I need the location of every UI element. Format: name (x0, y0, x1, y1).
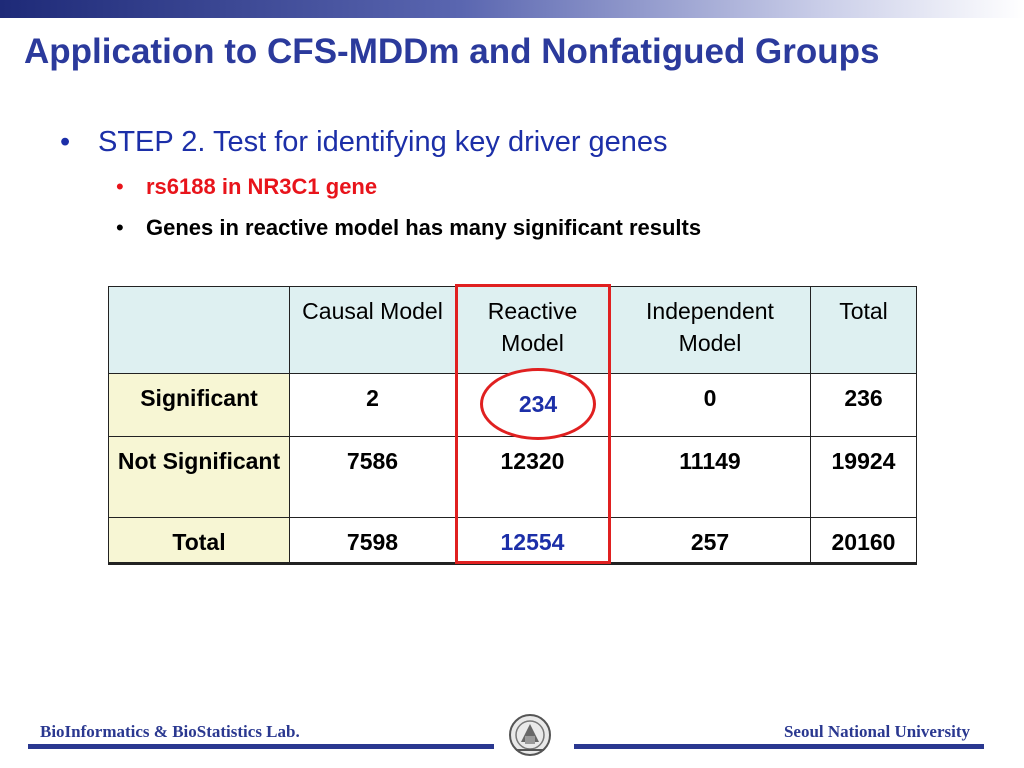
table-row: Total 7598 12554 257 20160 (108, 517, 917, 565)
footer-divider-right (574, 744, 984, 749)
university-emblem-icon (509, 714, 551, 756)
row-label-significant: Significant (108, 373, 290, 437)
table-row: Not Significant 7586 12320 11149 19924 (108, 436, 917, 518)
significant-reactive-circle: 234 (480, 368, 596, 440)
cell-notsig-causal: 7586 (289, 436, 456, 518)
header-reactive-model: Reactive Model (455, 286, 610, 374)
cell-total-reactive: 12554 (455, 517, 610, 565)
bullet-step2: STEP 2. Test for identifying key driver … (60, 126, 701, 166)
cell-significant-causal: 2 (289, 373, 456, 437)
cell-notsig-total: 19924 (810, 436, 917, 518)
cell-total-total: 20160 (810, 517, 917, 565)
table-header-row: Causal Model Reactive Model Independent … (108, 286, 917, 374)
header-independent-model: Independent Model (609, 286, 811, 374)
footer-lab-name: BioInformatics & BioStatistics Lab. (40, 722, 300, 741)
bullet-list: STEP 2. Test for identifying key driver … (60, 126, 701, 256)
cell-notsig-independent: 11149 (609, 436, 811, 518)
bullet-reactive-model: Genes in reactive model has many signifi… (60, 215, 701, 256)
slide-title: Application to CFS-MDDm and Nonfatigued … (24, 32, 880, 71)
header-total: Total (810, 286, 917, 374)
footer-university-name: Seoul National University (783, 722, 970, 741)
cell-significant-total: 236 (810, 373, 917, 437)
cell-total-causal: 7598 (289, 517, 456, 565)
row-label-not-significant: Not Significant (108, 436, 290, 518)
top-gradient-bar (0, 0, 1024, 18)
footer-divider-left (28, 744, 494, 749)
row-label-total: Total (108, 517, 290, 565)
header-empty (108, 286, 290, 374)
cell-total-independent: 257 (609, 517, 811, 565)
bullet-rs6188: rs6188 in NR3C1 gene (60, 174, 701, 215)
header-causal-model: Causal Model (289, 286, 456, 374)
cell-significant-independent: 0 (609, 373, 811, 437)
cell-notsig-reactive: 12320 (455, 436, 610, 518)
